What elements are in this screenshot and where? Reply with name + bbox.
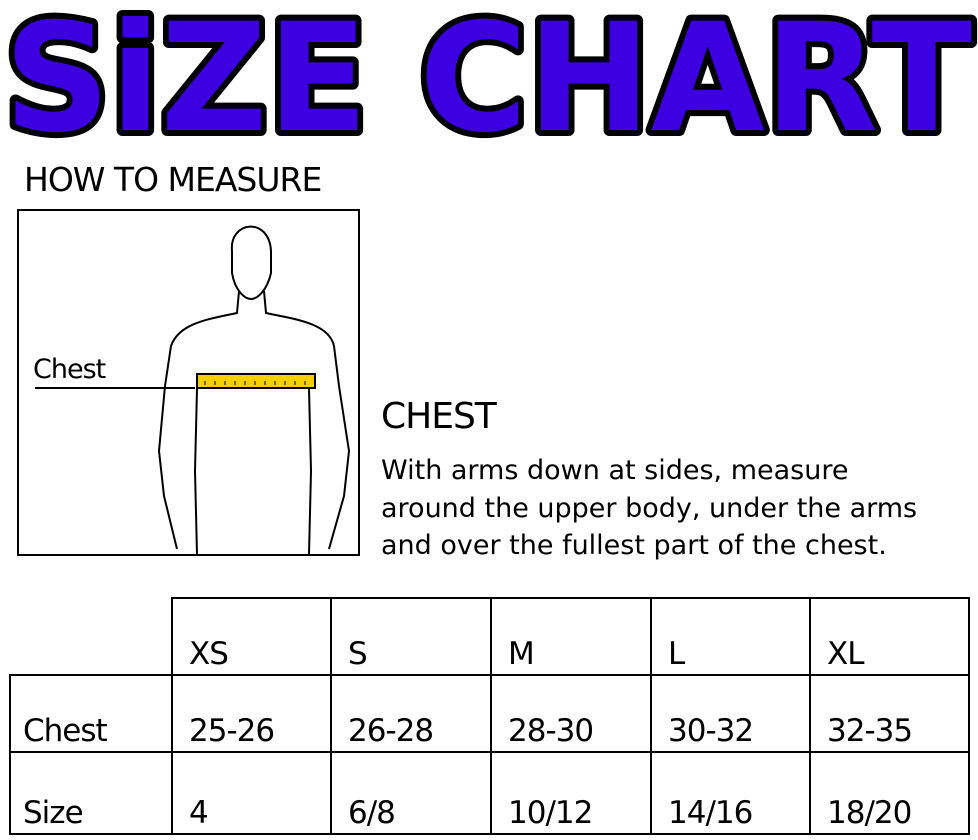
table-cell: 28-30 (490, 674, 652, 753)
table-cell: 18/20 (809, 751, 970, 835)
table-cell: 6/8 (330, 751, 492, 835)
header-l: L (650, 597, 811, 676)
table-cell: 25-26 (171, 674, 332, 753)
instruction-line: and over the fullest part of the chest. (381, 530, 887, 561)
row-label: Chest (9, 674, 173, 753)
table-cell: 14/16 (650, 751, 811, 835)
instruction-line: With arms down at sides, measure (381, 455, 849, 486)
table-row: Chest 25-26 26-28 28-30 30-32 32-35 (9, 674, 970, 753)
body-outline-figure (35, 225, 351, 555)
chest-heading: CHEST (381, 396, 497, 437)
header-xl: XL (809, 597, 970, 676)
header-xs: XS (171, 597, 332, 676)
table-cell: 30-32 (650, 674, 811, 753)
size-table: XS S M L XL Chest 25-26 26-28 28-30 30-3… (9, 597, 970, 835)
how-to-measure-heading: HOW TO MEASURE (24, 160, 322, 199)
svg-text:SiZE CHART: SiZE CHART (4, 0, 972, 150)
table-cell: 32-35 (809, 674, 970, 753)
header-s: S (330, 597, 492, 676)
instruction-line: around the upper body, under the arms (381, 492, 918, 524)
chest-instructions: With arms down at sides, measure around … (381, 452, 978, 565)
row-label: Size (9, 751, 173, 835)
table-cell: 10/12 (490, 751, 652, 835)
header-m: M (490, 597, 652, 676)
table-header-row: XS S M L XL (10, 597, 970, 676)
table-cell: 4 (171, 751, 332, 835)
measure-illustration: Chest (17, 209, 360, 556)
chest-label: Chest (33, 354, 106, 385)
table-row: Size 4 6/8 10/12 14/16 18/20 (9, 751, 970, 835)
size-chart-title: SiZE CHART (0, 0, 978, 150)
table-cell: 26-28 (330, 674, 492, 753)
